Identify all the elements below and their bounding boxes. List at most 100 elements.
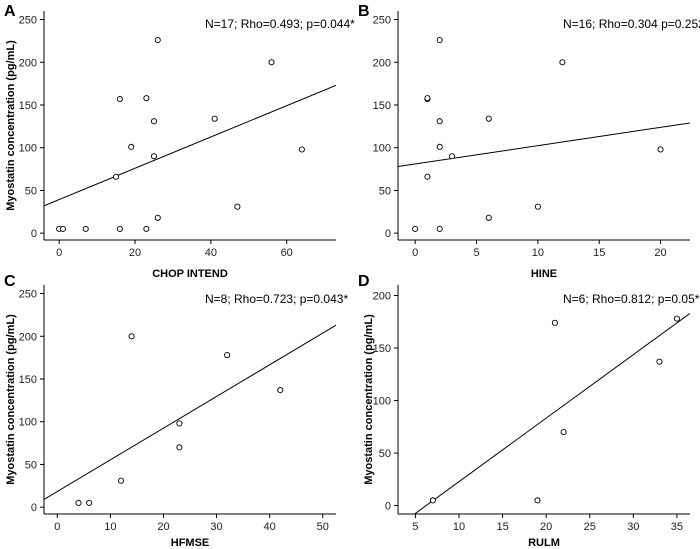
data-point — [551, 319, 558, 326]
data-point — [656, 358, 663, 365]
y-tick-label: 200 — [373, 57, 391, 69]
data-point — [436, 225, 443, 232]
y-tick-label: 200 — [19, 331, 37, 343]
data-point — [143, 225, 150, 232]
data-point — [154, 37, 161, 44]
y-tick-label: 100 — [19, 417, 37, 429]
x-tick-label: 60 — [281, 247, 293, 259]
y-tick-label: 250 — [373, 15, 391, 27]
x-tick-label: 35 — [671, 521, 683, 533]
data-point — [117, 477, 125, 484]
regression-line — [414, 312, 690, 514]
y-tick-label: 100 — [373, 143, 391, 155]
data-point — [534, 497, 541, 504]
x-tick-label: 0 — [412, 247, 418, 259]
panel-letter: C — [4, 273, 16, 290]
chart-panel-a: A 0 50 100 150 200 250 0 20 40 60 Myostatin concent… — [4, 3, 355, 280]
x-tick-label: 40 — [205, 247, 217, 259]
data-point — [673, 315, 680, 322]
data-point — [412, 225, 419, 232]
x-tick-label: 15 — [593, 247, 605, 259]
y-tick-label: 150 — [19, 100, 37, 112]
stat-annotation: N=16; Rho=0.304 p=0.252 — [563, 17, 700, 31]
x-tick-label: 30 — [627, 521, 639, 533]
data-point — [436, 118, 443, 125]
data-point — [559, 59, 566, 66]
x-tick-label: 10 — [532, 247, 544, 259]
data-point — [485, 214, 492, 221]
y-tick-label: 0 — [31, 502, 37, 514]
data-point — [82, 225, 89, 232]
data-point — [176, 420, 183, 427]
data-point — [75, 499, 82, 506]
regression-line — [44, 84, 336, 207]
panel-letter: D — [358, 273, 370, 290]
stat-annotation: N=6; Rho=0.812; p=0.05* — [563, 292, 700, 306]
y-axis-label: Myostatin concentration (pg/mL) — [363, 314, 375, 485]
data-point — [234, 203, 241, 210]
x-tick-label: 10 — [104, 521, 116, 533]
data-point — [657, 146, 664, 153]
y-tick-label: 150 — [373, 100, 391, 112]
axes — [397, 285, 690, 515]
data-point — [424, 95, 431, 102]
data-point — [485, 115, 492, 122]
x-axis-label: CHOP INTEND — [152, 268, 228, 280]
y-tick-label: 150 — [19, 374, 37, 386]
y-tick-label: 50 — [25, 459, 37, 471]
data-point — [560, 429, 567, 436]
y-tick-label: 250 — [19, 289, 37, 301]
data-point — [143, 95, 150, 102]
data-point — [436, 143, 443, 150]
x-tick-label: 10 — [453, 521, 465, 533]
data-point — [424, 173, 431, 180]
data-point — [268, 59, 275, 66]
y-axis-label: Myostatin concentration (pg/mL) — [5, 314, 17, 485]
x-tick-label: 20 — [540, 521, 552, 533]
chart-panel-c: C 0 50 100 150 200 250 0 10 20 30 40 50 Myostatin con… — [4, 273, 348, 549]
data-point — [176, 444, 183, 451]
x-axis-label: RULM — [528, 537, 560, 549]
data-point — [128, 333, 135, 340]
chart-panel-b: B 0 50 100 150 200 250 0 5 10 15 20 HINE N=16; Rho=0.… — [358, 3, 700, 280]
y-tick-label: 250 — [19, 15, 37, 27]
x-axis-label: HINE — [531, 268, 557, 280]
x-tick-label: 20 — [654, 247, 666, 259]
data-point — [128, 143, 135, 150]
data-point — [154, 214, 161, 221]
y-tick-label: 0 — [385, 228, 391, 240]
y-tick-label: 0 — [31, 228, 37, 240]
x-tick-label: 40 — [264, 521, 276, 533]
stat-annotation: N=8; Rho=0.723; p=0.043* — [205, 292, 348, 306]
data-point — [534, 203, 541, 210]
x-tick-label: 0 — [56, 247, 62, 259]
data-point — [277, 387, 284, 394]
axes — [397, 11, 690, 241]
data-point — [116, 95, 123, 103]
x-axis-label: HFMSE — [171, 537, 210, 549]
regression-line — [398, 122, 690, 168]
panel-letter: B — [358, 3, 370, 20]
y-tick-label: 50 — [25, 185, 37, 197]
data-point — [448, 153, 456, 160]
stat-annotation: N=17; Rho=0.493; p=0.044* — [205, 17, 355, 31]
axes — [43, 11, 336, 241]
y-axis-label: Myostatin concentration (pg/mL) — [5, 40, 17, 211]
x-tick-label: 0 — [54, 521, 60, 533]
x-tick-label: 5 — [473, 247, 479, 259]
y-tick-label: 100 — [19, 143, 37, 155]
regression-line — [44, 324, 336, 500]
data-point — [211, 115, 218, 122]
axes — [43, 285, 336, 515]
x-tick-label: 20 — [129, 247, 141, 259]
y-tick-label: 100 — [373, 396, 391, 408]
x-tick-label: 50 — [317, 521, 329, 533]
y-tick-label: 0 — [385, 501, 391, 513]
y-tick-label: 150 — [373, 343, 391, 355]
data-point — [150, 153, 158, 160]
data-point — [224, 352, 231, 359]
x-tick-label: 25 — [584, 521, 596, 533]
x-tick-label: 5 — [412, 521, 418, 533]
panel-letter: A — [4, 3, 16, 20]
